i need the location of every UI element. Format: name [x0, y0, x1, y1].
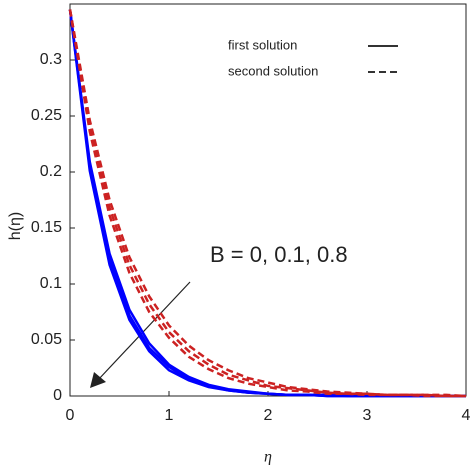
- x-axis-label: η: [264, 449, 272, 466]
- y-tick-label: 0.3: [40, 51, 62, 68]
- arrow-head: [90, 372, 106, 388]
- legend-label: second solution: [228, 63, 318, 78]
- y-tick-label: 0.25: [31, 107, 62, 124]
- y-axis-label: h(η): [7, 212, 24, 240]
- x-tick-label: 3: [363, 407, 372, 424]
- y-tick-label: 0.2: [40, 163, 62, 180]
- y-tick-label: 0.15: [31, 219, 62, 236]
- x-tick-label: 0: [66, 407, 75, 424]
- x-tick-label: 4: [462, 407, 471, 424]
- x-tick-label: 2: [264, 407, 273, 424]
- curve: [68, 9, 466, 398]
- legend-label: first solution: [228, 37, 297, 52]
- y-tick-label: 0.05: [31, 331, 62, 348]
- y-tick-label: 0: [53, 387, 62, 404]
- y-tick-label: 0.1: [40, 275, 62, 292]
- annotation: B = 0, 0.1, 0.8: [210, 242, 348, 267]
- annotation-arrow: [97, 281, 191, 381]
- x-tick-label: 1: [165, 407, 174, 424]
